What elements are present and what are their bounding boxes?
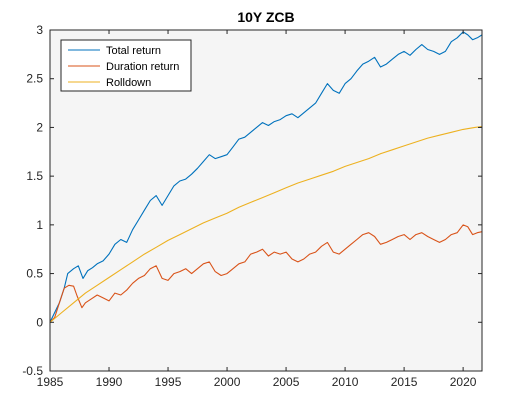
legend-label-1: Duration return xyxy=(106,61,179,73)
y-tick-label: 3 xyxy=(36,23,43,37)
legend-label-0: Total return xyxy=(106,45,161,57)
y-tick-label: 2 xyxy=(36,120,43,134)
series-layer xyxy=(49,31,483,323)
x-tick-label: 2015 xyxy=(391,375,418,389)
x-tick-label: 2010 xyxy=(332,375,359,389)
x-tick-label: 1985 xyxy=(37,375,64,389)
x-tick-label: 2020 xyxy=(450,375,477,389)
y-tick-label: 2.5 xyxy=(26,72,43,86)
x-axis: 1985 1990 1995 2000 2005 2010 2015 2020 xyxy=(37,30,477,389)
y-axis: -0.5 0 0.5 1 1.5 2 2.5 3 xyxy=(22,23,482,378)
x-tick-label: 2000 xyxy=(214,375,241,389)
y-tick-label: 1.5 xyxy=(26,169,43,183)
series-line-0 xyxy=(49,31,483,323)
chart-title: 10Y ZCB xyxy=(237,9,294,25)
axes-box xyxy=(49,29,483,372)
y-tick-label: -0.5 xyxy=(22,364,43,378)
series-line-1 xyxy=(49,224,483,323)
y-tick-label: 1 xyxy=(36,218,43,232)
x-tick-label: 2005 xyxy=(273,375,300,389)
x-tick-label: 1995 xyxy=(155,375,182,389)
series-line-2 xyxy=(49,125,483,323)
y-tick-label: 0 xyxy=(36,315,43,329)
x-tick-label: 1990 xyxy=(96,375,123,389)
y-tick-label: 0.5 xyxy=(26,267,43,281)
legend: Total return Duration return Rolldown xyxy=(60,39,192,92)
legend-label-2: Rolldown xyxy=(106,77,151,89)
